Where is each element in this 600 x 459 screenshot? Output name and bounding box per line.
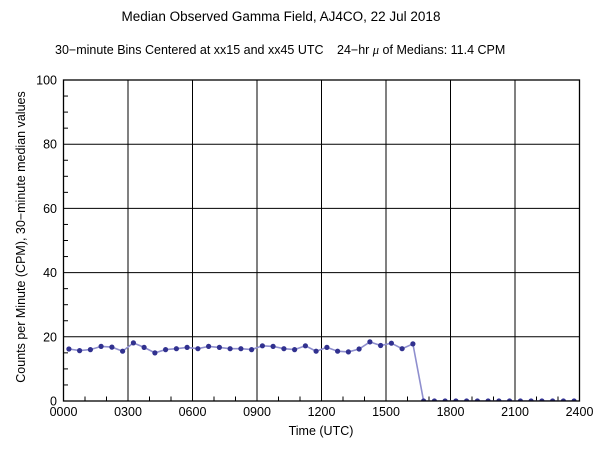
y-tick-label: 100 (36, 74, 57, 88)
y-tick-label: 0 (50, 395, 57, 409)
data-point (249, 347, 255, 353)
data-point (227, 346, 233, 352)
x-tick-label: 2400 (566, 405, 594, 419)
data-point (399, 346, 405, 352)
mean-label-suffix: of Medians: 11.4 CPM (379, 43, 506, 57)
data-point (313, 348, 319, 354)
plot-frame (62, 79, 581, 402)
chart-title: Median Observed Gamma Field, AJ4CO, 22 J… (121, 9, 441, 24)
data-point (195, 346, 201, 352)
chart-subtitle-mean: 24−hr μ of Medians: 11.4 CPM (337, 43, 505, 58)
data-point (173, 346, 179, 352)
data-point (367, 339, 373, 345)
data-point (206, 343, 212, 349)
data-point (184, 344, 190, 350)
y-tick-label: 60 (43, 202, 57, 216)
x-axis-label: Time (UTC) (288, 424, 354, 438)
minor-ticks (63, 95, 559, 401)
data-point (141, 344, 147, 350)
data-point (270, 343, 276, 349)
x-tick-labels: 0000 0300 0600 0900 1200 1500 1800 2100 2400 (50, 405, 594, 419)
data-point (152, 350, 158, 356)
data-point (130, 340, 136, 346)
y-axis-label: Counts per Minute (CPM), 30−minute media… (14, 91, 28, 383)
x-tick-label: 1200 (308, 405, 336, 419)
data-point (378, 342, 384, 349)
data-point (345, 349, 351, 355)
data-point (335, 348, 341, 354)
gridlines (63, 80, 580, 401)
data-point (302, 343, 308, 349)
mu-symbol: μ (372, 43, 380, 57)
data-point (216, 344, 222, 350)
x-tick-label: 0000 (50, 405, 78, 419)
y-tick-label: 40 (43, 266, 57, 280)
y-tick-labels: 0 20 40 60 80 100 (36, 74, 57, 409)
data-point (410, 341, 416, 347)
data-point (388, 340, 394, 346)
x-tick-label: 1500 (372, 405, 400, 419)
data-point (120, 348, 126, 354)
mean-label-prefix: 24−hr (337, 43, 373, 57)
data-point (66, 346, 72, 352)
data-point (109, 344, 115, 350)
data-point (356, 346, 362, 352)
data-point (238, 346, 244, 352)
data-point (281, 346, 287, 352)
data-point (163, 347, 169, 353)
x-tick-label: 1800 (437, 405, 465, 419)
x-tick-label: 0300 (114, 405, 142, 419)
x-tick-label: 2100 (501, 405, 529, 419)
data-point (77, 348, 83, 354)
data-point (98, 343, 104, 349)
x-tick-label: 0900 (243, 405, 271, 419)
chart-subtitle-bins: 30−minute Bins Centered at xx15 and xx45… (55, 43, 324, 57)
y-tick-label: 80 (43, 138, 57, 152)
x-tick-label: 0600 (179, 405, 207, 419)
data-point (324, 344, 330, 350)
y-tick-label: 20 (43, 330, 57, 344)
data-point (87, 347, 93, 353)
data-point (259, 343, 265, 349)
data-point (292, 347, 298, 353)
